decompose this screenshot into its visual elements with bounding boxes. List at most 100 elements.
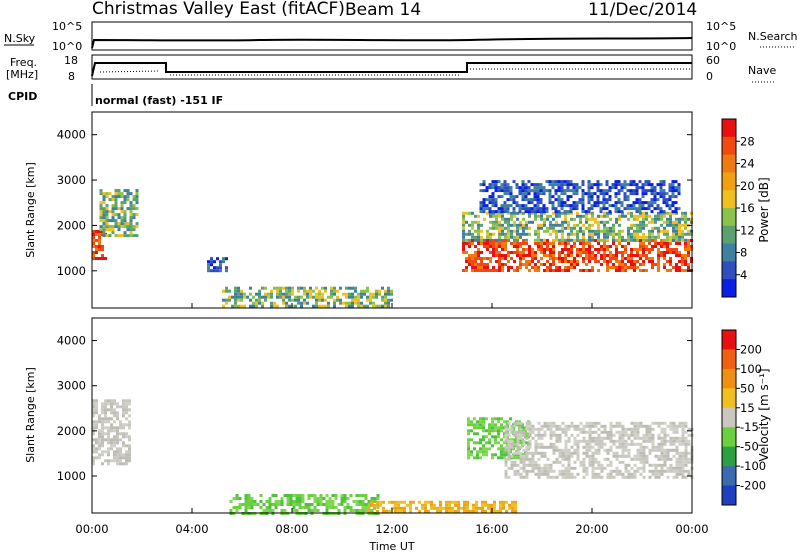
power-cell	[468, 232, 471, 236]
velocity-cell	[639, 448, 643, 452]
power-cell	[276, 286, 279, 290]
velocity-cell	[621, 436, 625, 440]
power-cell	[303, 286, 306, 290]
power-cell	[591, 235, 594, 239]
power-cell	[105, 204, 109, 208]
velocity-cell	[286, 497, 290, 500]
power-cell	[513, 260, 516, 263]
power-cell	[572, 204, 576, 208]
velocity-cell	[678, 469, 682, 473]
power-cell	[474, 269, 477, 272]
power-cell	[102, 195, 106, 199]
power-cell	[303, 301, 306, 305]
power-cell	[222, 298, 225, 302]
power-cell	[95, 251, 98, 254]
velocity-cell	[648, 424, 652, 428]
velocity-cell	[507, 433, 511, 437]
power-cell	[590, 198, 594, 202]
power-cell	[678, 232, 681, 236]
power-cell	[678, 266, 681, 269]
velocity-cell	[651, 445, 655, 449]
power-cell	[492, 211, 495, 215]
power-cell	[603, 257, 606, 260]
velocity-cell	[522, 469, 526, 473]
velocity-cell	[588, 460, 592, 464]
power-cell	[536, 210, 540, 214]
power-cell	[354, 289, 357, 293]
velocity-cell	[603, 430, 607, 434]
power-cell	[669, 260, 672, 263]
power-cell	[485, 189, 489, 193]
power-cell	[633, 223, 636, 227]
power-cell	[566, 198, 570, 202]
power-cell	[273, 286, 276, 290]
power-cell	[132, 207, 136, 211]
power-cell	[557, 186, 561, 190]
power-cell	[519, 211, 522, 215]
power-cell	[477, 242, 480, 245]
power-cell	[384, 289, 387, 293]
velocity-cell	[107, 453, 110, 457]
velocity-cell	[648, 427, 652, 431]
nsky-panel: N.Sky 10^5 10^0 10^5 10^0 N.Search	[4, 20, 798, 53]
velocity-cell	[479, 441, 482, 445]
power-cell	[357, 295, 360, 299]
velocity-cell	[95, 405, 98, 409]
power-cell	[384, 298, 387, 302]
velocity-cell	[624, 466, 628, 470]
velocity-cell	[499, 503, 502, 507]
velocity-colorbar-tick-label: 100	[740, 362, 762, 376]
power-cell	[497, 210, 501, 214]
velocity-cell	[639, 460, 643, 464]
power-cell	[621, 260, 624, 263]
velocity-cell	[528, 460, 532, 464]
power-cell	[129, 228, 133, 232]
power-cell	[557, 180, 561, 184]
power-cell	[102, 228, 106, 232]
velocity-cell	[606, 448, 610, 452]
velocity-cell	[247, 494, 251, 497]
velocity-cell	[591, 472, 595, 476]
power-cell	[468, 245, 471, 248]
velocity-cell	[630, 427, 634, 431]
velocity-cell	[484, 500, 487, 504]
power-cell	[606, 260, 609, 263]
power-cell	[486, 263, 489, 266]
velocity-cell	[409, 506, 412, 510]
power-cell	[612, 263, 615, 266]
power-cell	[653, 192, 657, 196]
power-cell	[536, 183, 540, 187]
power-cell	[522, 223, 525, 227]
velocity-cell	[110, 438, 113, 442]
velocity-colorbar-tick-label: 15	[740, 401, 755, 415]
velocity-cell	[508, 503, 511, 507]
power-cell	[222, 304, 225, 308]
power-cell	[663, 254, 666, 257]
velocity-cell	[669, 424, 673, 428]
power-cell	[234, 292, 237, 296]
power-cell	[360, 304, 363, 308]
velocity-colorbar-tick-label: -50	[740, 440, 759, 454]
power-cell	[333, 298, 336, 302]
velocity-cell	[612, 469, 616, 473]
power-cell	[477, 263, 480, 266]
power-cell	[123, 189, 127, 193]
power-cell	[366, 286, 369, 290]
power-cell	[644, 180, 648, 184]
power-cell	[501, 245, 504, 248]
power-cell	[129, 192, 133, 196]
velocity-cell	[510, 460, 514, 464]
velocity-cell	[95, 399, 98, 403]
power-cell	[648, 232, 651, 236]
power-cell	[497, 189, 501, 193]
power-cell	[627, 226, 630, 230]
power-cell	[504, 220, 507, 224]
power-cell	[486, 266, 489, 269]
velocity-cell	[624, 469, 628, 473]
velocity-cell	[594, 448, 598, 452]
velocity-cell	[525, 454, 529, 458]
power-cell	[498, 263, 501, 266]
power-cell	[623, 195, 627, 199]
velocity-cell	[122, 411, 125, 415]
velocity-cell	[609, 439, 613, 443]
